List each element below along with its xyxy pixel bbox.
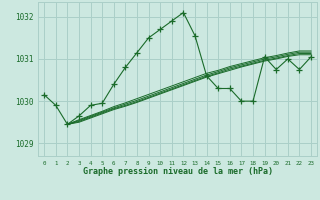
X-axis label: Graphe pression niveau de la mer (hPa): Graphe pression niveau de la mer (hPa) [83, 167, 273, 176]
